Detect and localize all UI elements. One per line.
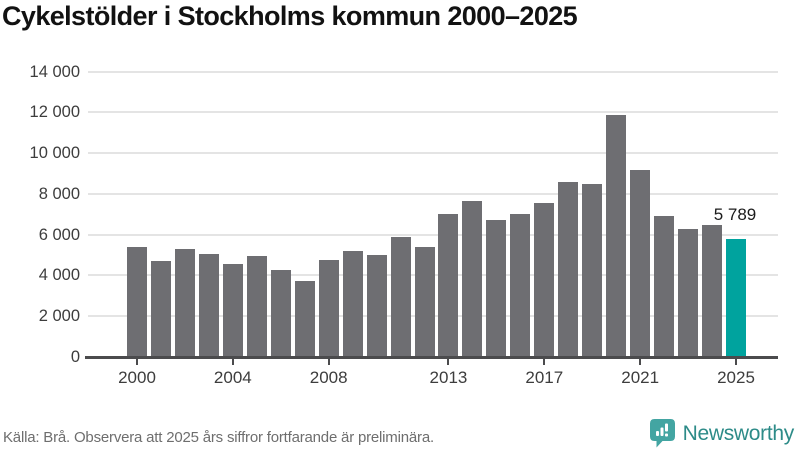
x-axis-label-2004: 2004 xyxy=(213,368,252,387)
bar-2016 xyxy=(510,214,531,357)
x-axis-label-2008: 2008 xyxy=(309,368,348,387)
bar-2000 xyxy=(127,246,147,357)
bar-2002 xyxy=(174,248,195,357)
newsworthy-logo: Newsworthy xyxy=(649,418,794,448)
bar-2021 xyxy=(630,170,651,357)
bar-2013 xyxy=(438,214,459,357)
y-axis-label-8000: 8 000 xyxy=(38,184,80,203)
newsworthy-wordmark: Newsworthy xyxy=(682,421,795,445)
bar-2015 xyxy=(486,220,507,357)
bar-2010 xyxy=(366,255,387,357)
x-tick-2004 xyxy=(231,359,234,365)
bar-chart: 0 2 000 4 000 6 000 8 000 10 000 12 000 14 000 2… xyxy=(29,62,778,387)
y-axis-label-10000: 10 000 xyxy=(29,144,80,163)
y-axis-label-6000: 6 000 xyxy=(38,225,80,244)
x-axis-label-2013: 2013 xyxy=(429,368,468,387)
bar-2003 xyxy=(198,254,219,357)
gridline-8000 xyxy=(88,192,778,195)
bar-2004 xyxy=(222,264,243,357)
y-axis-label-0: 0 xyxy=(70,348,80,366)
bar-2017 xyxy=(534,203,555,357)
bar-2007 xyxy=(294,280,315,357)
x-tick-2000 xyxy=(136,359,138,365)
x-axis-label-2017: 2017 xyxy=(525,368,564,387)
bar-2001 xyxy=(150,261,171,357)
x-axis-label-2000: 2000 xyxy=(118,368,156,387)
chart-title: Cykelstölder i Stockholms kommun 2000–20… xyxy=(2,1,578,31)
bar-2024 xyxy=(702,225,723,357)
bar-2019 xyxy=(582,183,603,357)
y-axis-label-2000: 2 000 xyxy=(38,307,80,326)
gridline-14000 xyxy=(88,70,778,73)
x-axis-label-2025: 2025 xyxy=(717,368,755,387)
source-note: Källa: Brå. Observera att 2025 års siffr… xyxy=(3,429,434,446)
bar-2022 xyxy=(654,216,675,357)
newsworthy-bubble-icon xyxy=(649,419,675,448)
bar-2011 xyxy=(390,236,411,357)
bar-2009 xyxy=(342,250,363,357)
bar-2006 xyxy=(270,270,291,357)
bar-2005 xyxy=(246,256,267,357)
data-label-2025: 5 789 xyxy=(713,204,757,224)
bar-2025 xyxy=(726,238,746,357)
x-tick-2025 xyxy=(735,359,737,365)
x-tick-2008 xyxy=(327,359,330,365)
x-tick-2013 xyxy=(447,359,450,365)
y-axis-label-4000: 4 000 xyxy=(38,266,80,285)
y-axis-label-12000: 12 000 xyxy=(29,103,80,122)
x-axis-label-2021: 2021 xyxy=(621,368,660,387)
x-tick-2021 xyxy=(639,359,642,365)
bar-2018 xyxy=(558,181,579,357)
y-axis-label-14000: 14 000 xyxy=(29,62,80,81)
gridline-12000 xyxy=(88,111,778,114)
bar-2023 xyxy=(678,228,699,357)
bar-2020 xyxy=(606,115,627,357)
bar-2012 xyxy=(414,246,435,357)
x-axis-line xyxy=(85,356,778,359)
bar-2008 xyxy=(318,260,339,357)
gridline-6000 xyxy=(88,233,778,236)
x-tick-2017 xyxy=(543,359,546,365)
bar-2014 xyxy=(462,200,483,357)
gridline-10000 xyxy=(88,152,778,155)
